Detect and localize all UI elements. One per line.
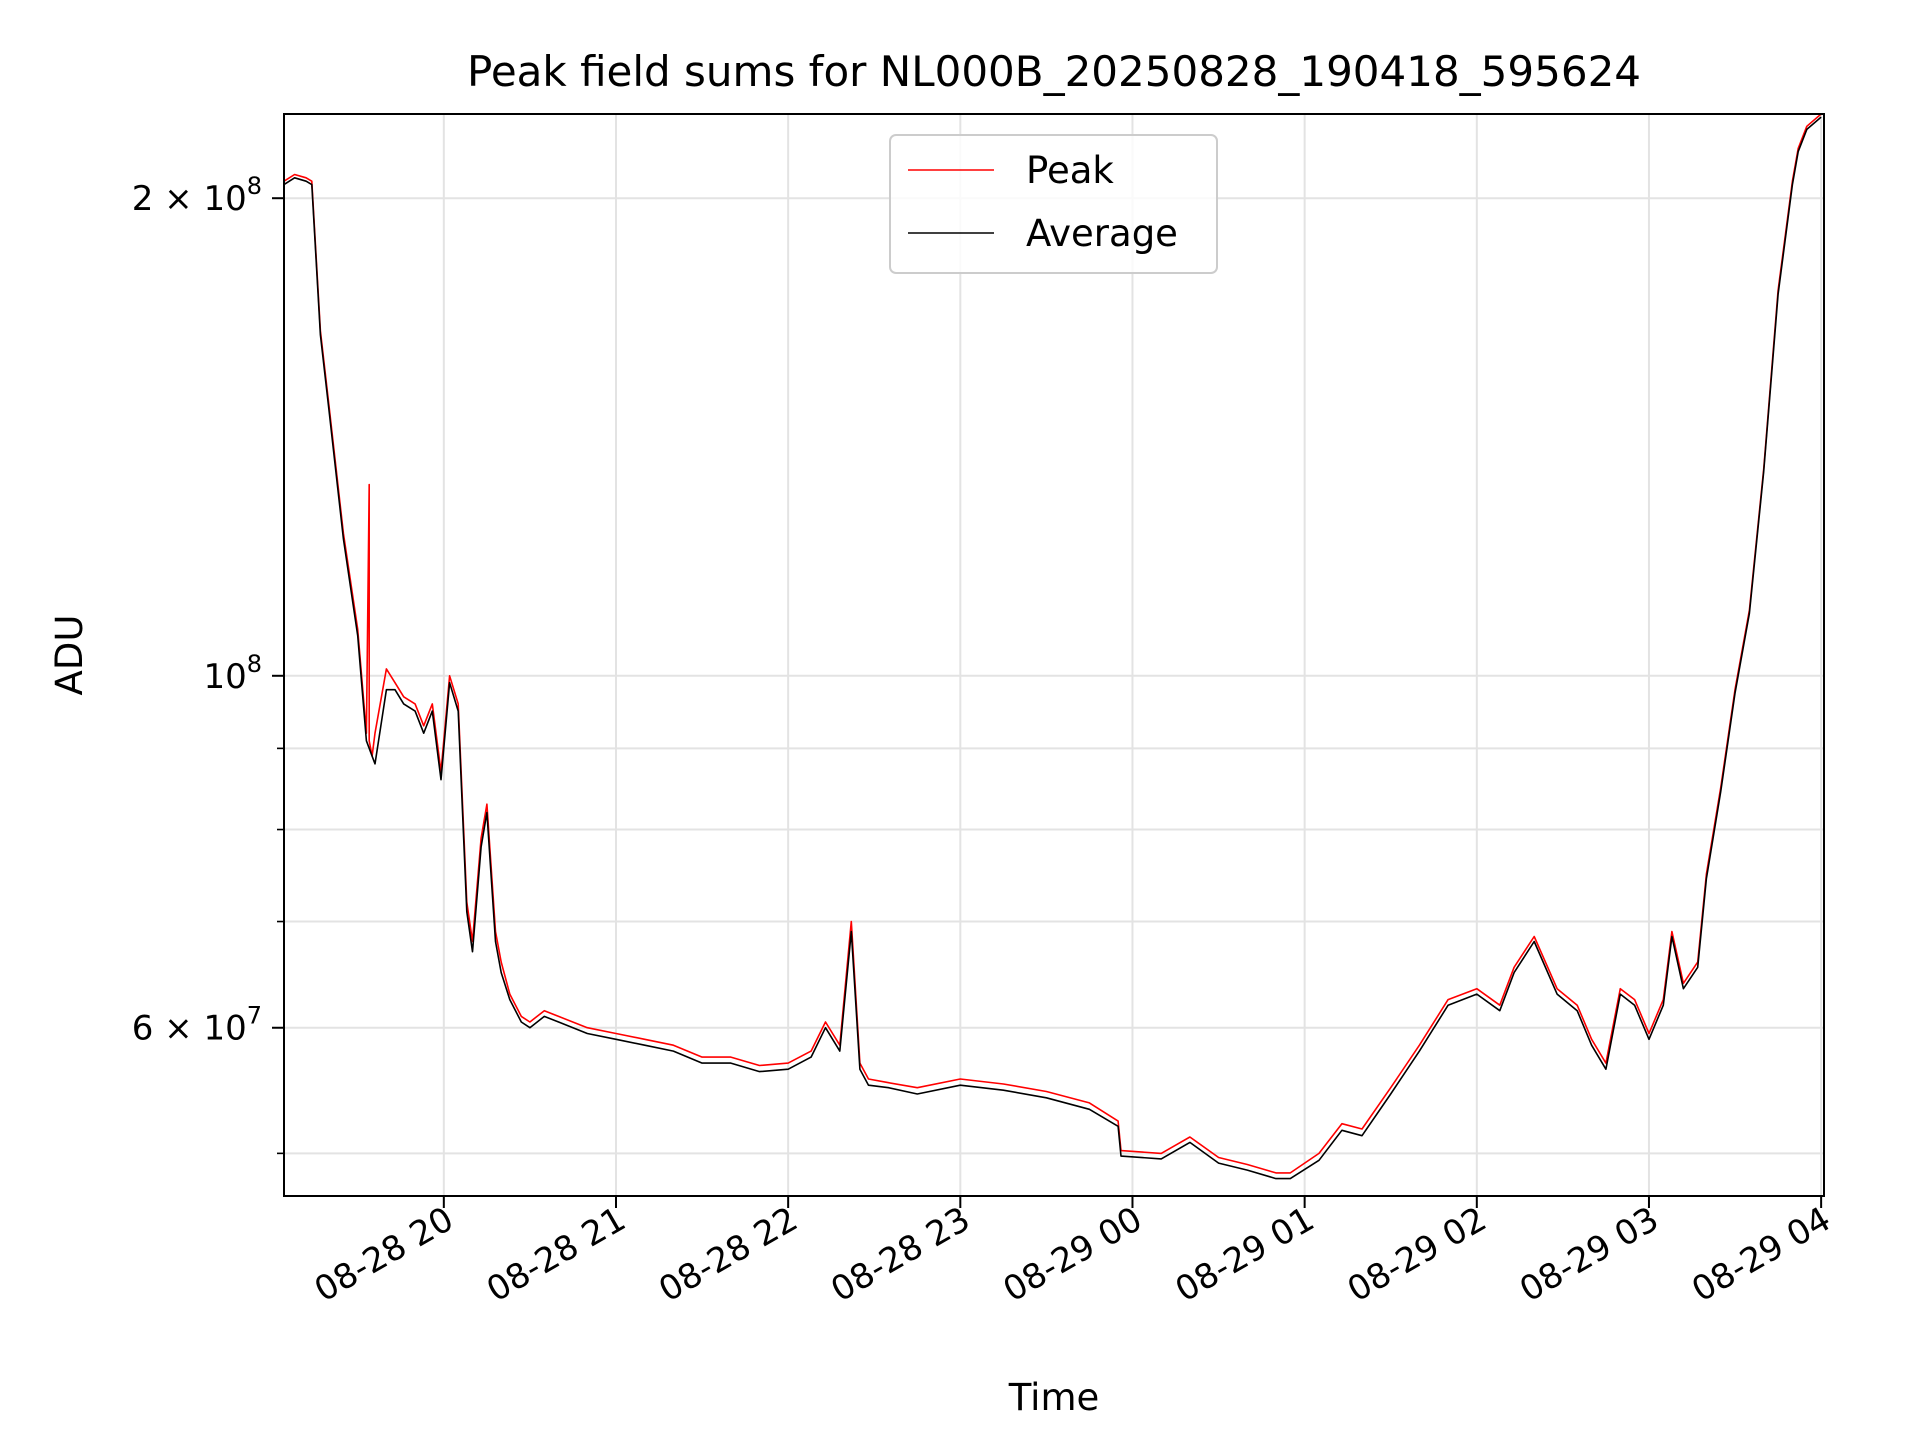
legend: Peak Average	[889, 134, 1218, 274]
chart-title: Peak field sums for NL000B_20250828_1904…	[467, 47, 1641, 96]
series-line-average	[283, 116, 1822, 1180]
y-tick-label: 6 × 107	[132, 1002, 262, 1049]
plot-frame	[283, 113, 1825, 1197]
y-axis-ticks: 6 × 107 108 2 × 108	[132, 172, 284, 1155]
y-tick-label: 108	[203, 650, 262, 697]
series-line-peak	[283, 113, 1822, 1174]
legend-label-peak: Peak	[1026, 149, 1114, 192]
legend-label-average: Average	[1026, 212, 1178, 255]
grid	[284, 114, 1824, 1196]
series-layer	[283, 113, 1822, 1180]
x-axis-label: Time	[1008, 1376, 1100, 1419]
y-tick-label: 2 × 108	[132, 172, 262, 219]
y-axis-label: ADU	[48, 615, 91, 696]
